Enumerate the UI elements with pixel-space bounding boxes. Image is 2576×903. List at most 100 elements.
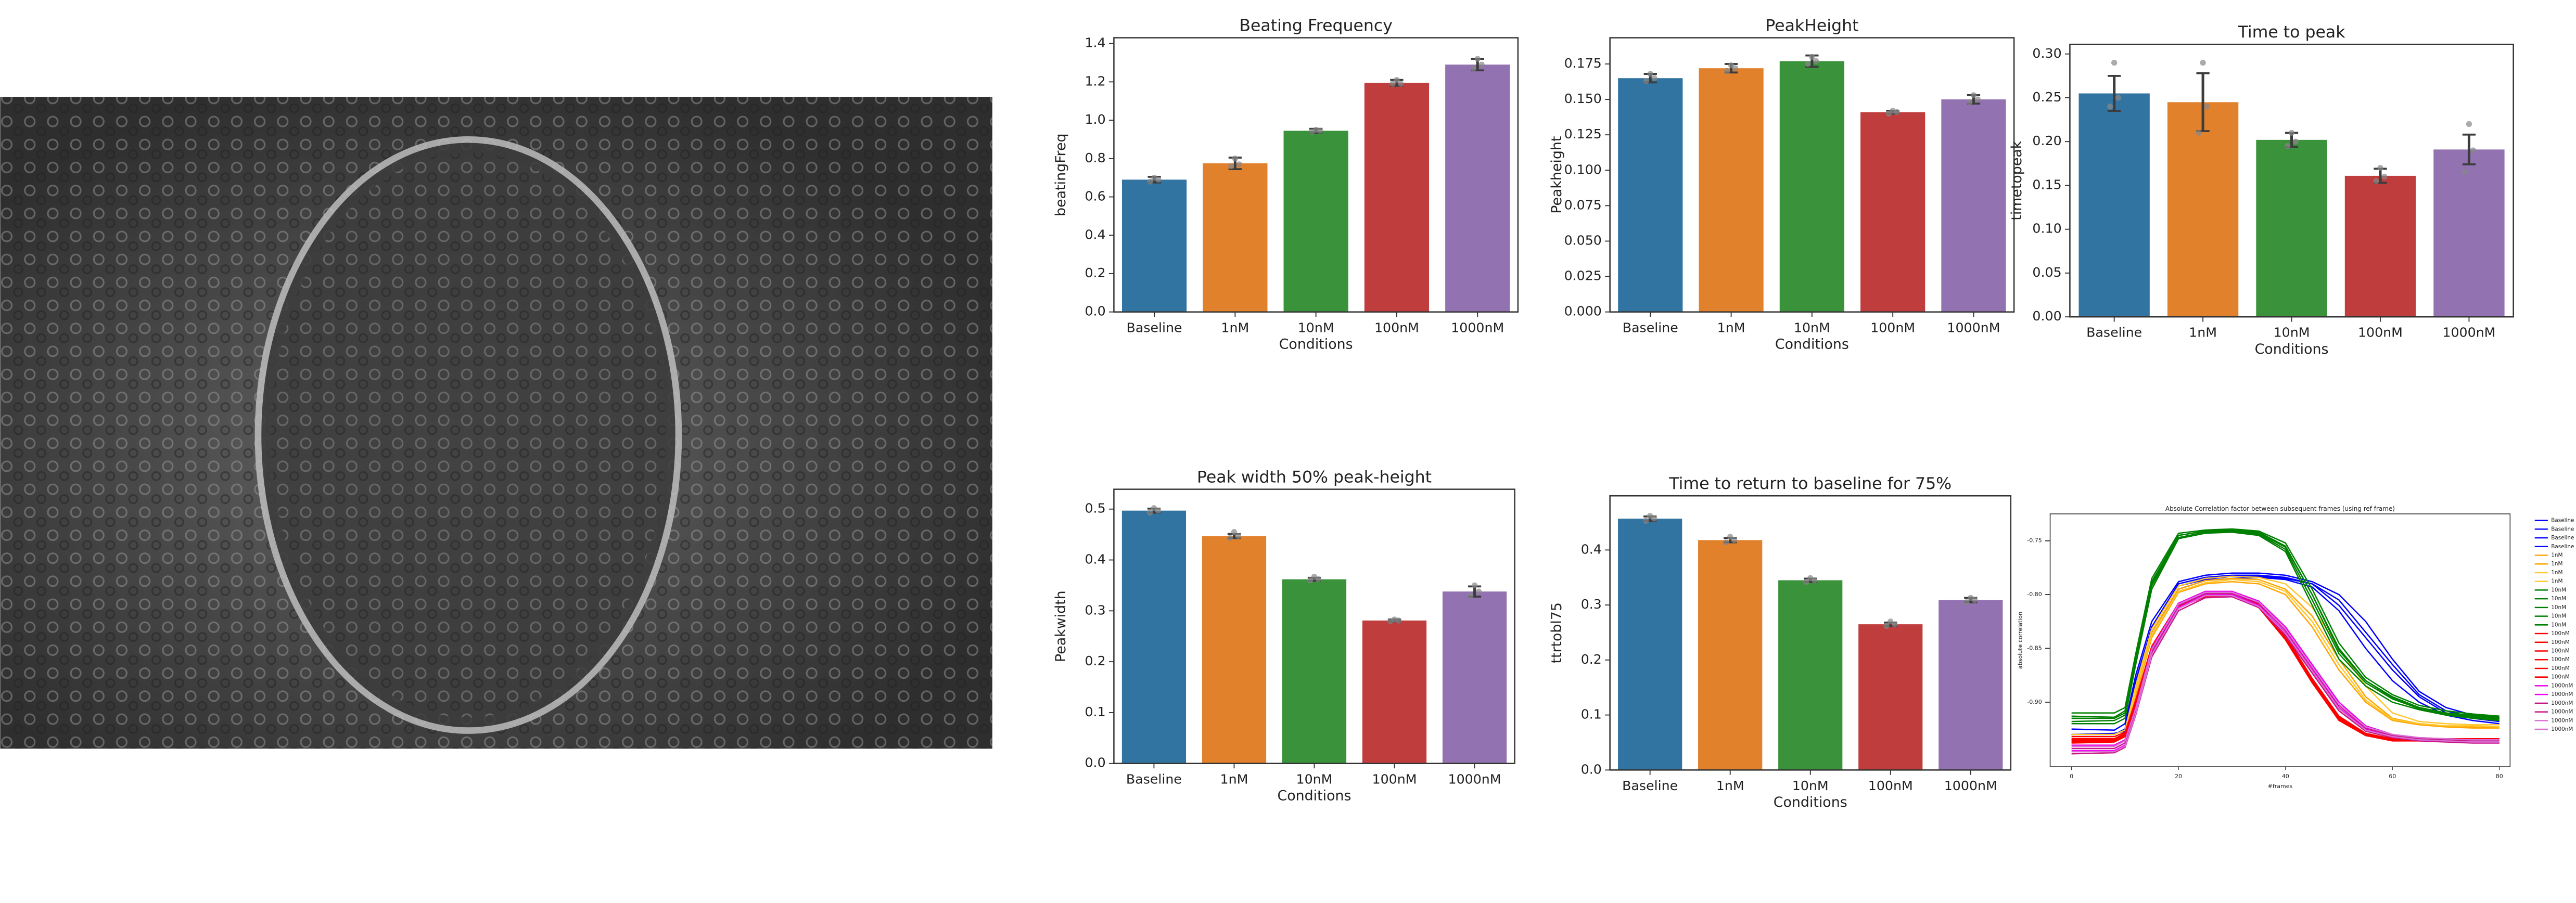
x-tick-label: 10nM: [1298, 320, 1334, 335]
plot-frame: [1609, 495, 2012, 771]
y-tick-label: 0.15: [2032, 177, 2061, 192]
data-point: [1155, 507, 1162, 514]
legend-label: 1nM: [2551, 570, 2562, 576]
legend-label: 1000nM: [2551, 726, 2573, 732]
data-point: [1227, 535, 1233, 541]
series-line: [2071, 594, 2500, 743]
x-tick-label: 40: [2282, 773, 2289, 780]
data-point: [1728, 62, 1735, 69]
series-line: [2071, 575, 2500, 736]
x-tick-label: 1000nM: [1451, 320, 1504, 335]
y-tick-label: 0.025: [1564, 268, 1602, 283]
chart-title: Time to peak: [2238, 23, 2346, 42]
legend-label: 1000nM: [2551, 682, 2573, 689]
data-point: [1467, 592, 1474, 599]
x-tick-label: 10nM: [1296, 771, 1333, 786]
y-tick-label: 0.050: [1564, 233, 1602, 248]
data-point: [2284, 143, 2291, 149]
data-point: [1231, 529, 1238, 535]
legend-label: 1nM: [2551, 561, 2562, 567]
data-point: [2200, 59, 2206, 66]
series-line: [2071, 590, 2500, 746]
data-point: [1398, 81, 1404, 87]
data-point: [1974, 96, 1981, 102]
x-tick-label: 10nM: [2274, 325, 2310, 340]
bar: [1202, 536, 1267, 764]
bar: [1121, 510, 1187, 764]
legend-label: 10nM: [2551, 587, 2566, 593]
series-line: [2071, 595, 2500, 744]
data-point: [1803, 579, 1809, 585]
series-line: [2071, 591, 2500, 747]
y-tick-label: 0.4: [1085, 552, 1105, 567]
bar: [1364, 83, 1430, 312]
data-point: [1315, 576, 1322, 583]
series-line: [2071, 529, 2500, 718]
data-point: [2377, 165, 2383, 171]
y-tick-label: -0.90: [2027, 699, 2042, 705]
y-tick-label: 0.2: [1085, 653, 1105, 668]
series-line: [2071, 594, 2500, 752]
y-tick-label: 0.0: [1085, 304, 1105, 319]
series-line: [2071, 592, 2500, 750]
y-tick-label: -0.85: [2027, 644, 2042, 651]
x-tick-label: 10nM: [1794, 320, 1830, 335]
data-point: [1811, 577, 1818, 584]
bar: [1203, 163, 1268, 312]
data-point: [2373, 178, 2379, 184]
data-point: [2115, 95, 2122, 101]
y-axis-label: Peakwidth: [1053, 590, 1069, 662]
series-line: [2071, 578, 2500, 741]
y-tick-label: 0.3: [1085, 602, 1105, 617]
bar: [1121, 179, 1187, 312]
y-axis-label: beatingFreq: [1053, 133, 1069, 216]
bar: [1941, 99, 2006, 312]
legend-label: 10nM: [2551, 604, 2566, 611]
x-tick-label: 100nM: [1870, 320, 1915, 335]
legend-label: Baseline: [2551, 535, 2574, 541]
x-tick-label: 100nM: [1868, 778, 1913, 793]
bar: [2344, 175, 2416, 317]
bar: [1939, 600, 2003, 770]
data-point: [1317, 127, 1323, 134]
data-point: [1723, 539, 1729, 546]
data-point: [1651, 75, 1657, 81]
y-tick-label: 0.4: [1085, 227, 1105, 242]
y-axis-label: Peakheight: [1549, 136, 1565, 214]
chart-title: Time to return to baseline for 75%: [1668, 474, 1952, 493]
x-tick-label: 1000nM: [1944, 778, 1997, 793]
data-point: [2196, 130, 2202, 136]
data-point: [2462, 169, 2468, 175]
y-tick-label: 0.0: [1581, 762, 1602, 777]
bar: [1779, 61, 1844, 312]
legend-label: 1000nM: [2551, 709, 2573, 715]
data-point: [1963, 599, 1970, 605]
plot-frame: [2069, 43, 2514, 318]
bar: [1618, 519, 1682, 770]
legend-label: 100nM: [2551, 674, 2569, 680]
x-axis-label: Conditions: [1775, 336, 1849, 352]
bar: [2167, 102, 2239, 317]
y-tick-label: 0.5: [1085, 501, 1105, 516]
data-point: [1809, 54, 1815, 60]
y-tick-label: -0.75: [2027, 537, 2042, 544]
plot-frame: [1113, 37, 1519, 313]
legend-label: 1000nM: [2551, 691, 2573, 698]
y-tick-label: 0.0: [1085, 755, 1105, 770]
legend-label: 10nM: [2551, 622, 2566, 628]
y-tick-label: 0.1: [1085, 704, 1105, 719]
y-tick-label: 0.125: [1564, 126, 1602, 141]
data-point: [1147, 178, 1153, 185]
x-tick-label: 1nM: [1716, 778, 1744, 793]
bar: [1282, 579, 1347, 764]
legend-label: 10nM: [2551, 613, 2566, 620]
series-line: [2071, 595, 2500, 753]
x-axis-label: Conditions: [1774, 794, 1847, 810]
bar: [1618, 78, 1683, 312]
x-tick-label: 20: [2175, 773, 2182, 780]
legend-label: 100nM: [2551, 630, 2569, 637]
x-tick-label: Baseline: [1623, 320, 1678, 335]
data-point: [2204, 104, 2210, 110]
